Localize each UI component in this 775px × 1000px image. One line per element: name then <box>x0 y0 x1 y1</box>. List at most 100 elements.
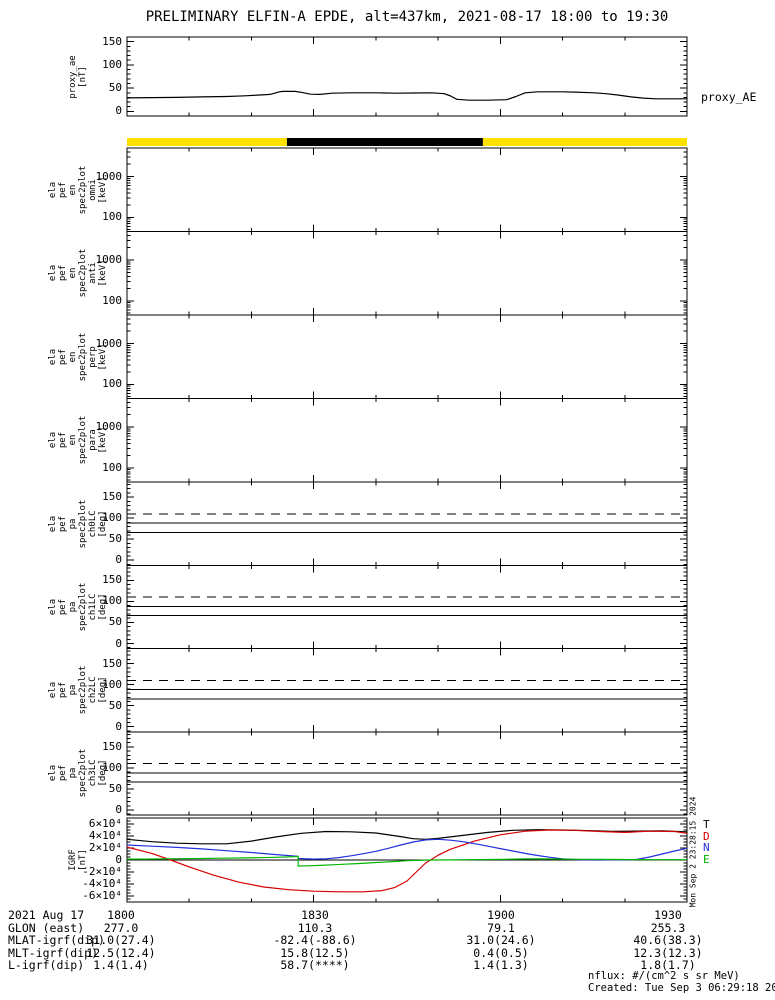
ytick-label-igrf: -4×10⁴ <box>82 877 122 890</box>
ylabel-igrf: IGRF [nT] <box>67 849 88 871</box>
ylabel-spec_omni: ela pef en spec2plot omni [keV] <box>47 165 109 215</box>
bottom-row-label: GLON (east) <box>8 920 85 935</box>
series-D <box>126 829 688 893</box>
bottom-row-value: 1830 <box>301 908 329 922</box>
panel-mode_bar <box>127 138 687 146</box>
bottom-row-value: 0.4(0.5) <box>473 945 529 960</box>
bottom-row-value: 277.0 <box>103 920 139 935</box>
ytick-label-proxy_ae: 50 <box>108 81 122 95</box>
created-note: Created: Tue Sep 3 06:29:18 2024 <box>588 981 775 994</box>
bottom-row-value: 1.4(1.3) <box>473 958 529 972</box>
mode-bar-segment <box>127 138 287 146</box>
units-note: nflux: #/(cm^2 s sr MeV) <box>588 970 740 982</box>
ytick-label-proxy_ae: 150 <box>102 34 122 48</box>
ytick-label-pa_ch0: 150 <box>102 490 122 504</box>
ylabel-pa_ch2: ela pef pa spec2plot ch2LC [deg] <box>47 665 109 715</box>
panel-frame <box>126 231 688 316</box>
panel-spec_para <box>126 398 688 483</box>
ytick-label-pa_ch2: 100 <box>102 677 122 691</box>
panel-frame <box>126 314 688 399</box>
bottom-row-value: 12.3(12.3) <box>633 945 703 960</box>
ytick-label-pa_ch2: 150 <box>102 656 122 670</box>
ytick-label-pa_ch3: 0 <box>115 803 122 816</box>
bottom-row-value: 255.3 <box>650 920 686 935</box>
bottom-row-label: 2021 Aug 17 <box>8 908 85 922</box>
ytick-label-pa_ch3: 150 <box>102 739 122 753</box>
mode-bar-segment <box>482 138 687 146</box>
bottom-row-label: MLAT-igrf(dip) <box>8 933 105 947</box>
ytick-label-pa_ch0: 0 <box>115 553 122 567</box>
bottom-row-value: 1900 <box>487 908 515 922</box>
series-proxy_AE <box>126 90 687 101</box>
panel-pa_ch1 <box>126 564 688 649</box>
bottom-row-value: 12.5(12.4) <box>86 945 156 960</box>
bottom-row-value: 1930 <box>654 908 682 922</box>
ytick-label-spec_anti: 100 <box>102 293 122 307</box>
ytick-label-igrf: 4×10⁴ <box>88 829 122 842</box>
panel-pa_ch2 <box>126 648 688 733</box>
ytick-label-pa_ch2: 0 <box>115 719 122 733</box>
ytick-label-igrf: 6×10⁴ <box>88 817 122 830</box>
series-E <box>127 855 687 867</box>
proxy-ae-right-label: proxy_AE <box>701 90 757 104</box>
bottom-row-value: 79.1 <box>487 920 515 935</box>
ytick-label-igrf: -2×10⁴ <box>82 865 122 878</box>
panel-pa_ch3 <box>126 731 688 816</box>
bottom-row-value: 31.0(24.6) <box>466 933 536 947</box>
panel-frame <box>126 36 688 117</box>
bottom-row-value: 1.4(1.4) <box>93 958 149 972</box>
ytick-label-igrf: 0 <box>115 853 122 866</box>
ytick-label-pa_ch2: 50 <box>108 698 122 712</box>
bottom-row-value: 110.3 <box>297 920 333 935</box>
bottom-row-label: L-igrf(dip) <box>8 958 85 972</box>
footnotes: nflux: #/(cm^2 s sr MeV) Created: Tue Se… <box>588 970 775 994</box>
ylabel-pa_ch1: ela pef pa spec2plot ch1LC [deg] <box>47 582 109 632</box>
ylabel-spec_anti: ela pef en spec2plot anti [keV] <box>47 248 109 298</box>
ytick-label-proxy_ae: 100 <box>102 57 122 71</box>
ytick-label-pa_ch1: 100 <box>102 594 122 608</box>
ytick-label-spec_anti: 1000 <box>95 253 123 266</box>
ytick-label-spec_omni: 100 <box>102 210 122 224</box>
ytick-label-igrf: 2×10⁴ <box>88 841 122 854</box>
ytick-label-spec_para: 1000 <box>95 420 123 433</box>
ylabel-proxy_ae: proxy_ae [nT] <box>67 54 88 99</box>
ytick-label-igrf: -6×10⁴ <box>82 889 122 902</box>
ytick-label-proxy_ae: 0 <box>115 104 122 118</box>
legend-D: D <box>703 829 710 843</box>
ylabel-pa_ch3: ela pef pa spec2plot ch3LC [deg] <box>47 749 109 798</box>
ylabel-spec_perp: ela pef en spec2plot perp [keV] <box>47 332 109 382</box>
panel-spec_perp <box>126 314 688 399</box>
bottom-row-label: MLT-igrf(dip) <box>8 945 99 960</box>
bottom-row-value: 58.7(****) <box>280 958 350 972</box>
ylabel-pa_ch0: ela pef pa spec2plot ch0LC [deg] <box>47 499 109 548</box>
series-N <box>126 838 688 861</box>
legend-N: N <box>703 841 710 854</box>
page-title: PRELIMINARY ELFIN-A EPDE, alt=437km, 202… <box>145 9 669 25</box>
ytick-label-pa_ch1: 150 <box>102 573 122 587</box>
panel-frame <box>126 147 688 232</box>
bottom-row-value: -82.4(-88.6) <box>273 933 357 947</box>
ytick-label-pa_ch1: 0 <box>115 636 122 650</box>
ytick-label-pa_ch3: 50 <box>108 781 122 795</box>
mode-bar-segment <box>286 138 483 146</box>
panel-pa_ch0 <box>126 481 688 566</box>
ylabel-spec_para: ela pef en spec2plot para [keV] <box>47 415 109 465</box>
legend-T: T <box>703 818 710 831</box>
panel-spec_omni <box>126 147 688 232</box>
panel-frame <box>126 398 688 483</box>
legend-E: E <box>703 852 710 866</box>
bottom-row-value: 40.6(38.3) <box>633 933 703 947</box>
bottom-row-value: 1800 <box>107 908 135 922</box>
ytick-label-pa_ch3: 100 <box>102 760 122 774</box>
ytick-label-spec_omni: 1000 <box>95 169 123 183</box>
ytick-label-pa_ch1: 50 <box>108 615 122 629</box>
ytick-label-spec_para: 100 <box>102 460 122 474</box>
bottom-row-value: 1.8(1.7) <box>640 958 696 972</box>
ytick-label-pa_ch0: 50 <box>108 532 122 546</box>
processing-timestamp: Mon Sep 2 23:28:15 2024 <box>688 796 698 908</box>
panel-proxy_ae <box>126 36 688 117</box>
ytick-label-pa_ch0: 100 <box>102 511 122 525</box>
ytick-label-spec_perp: 1000 <box>95 336 123 350</box>
